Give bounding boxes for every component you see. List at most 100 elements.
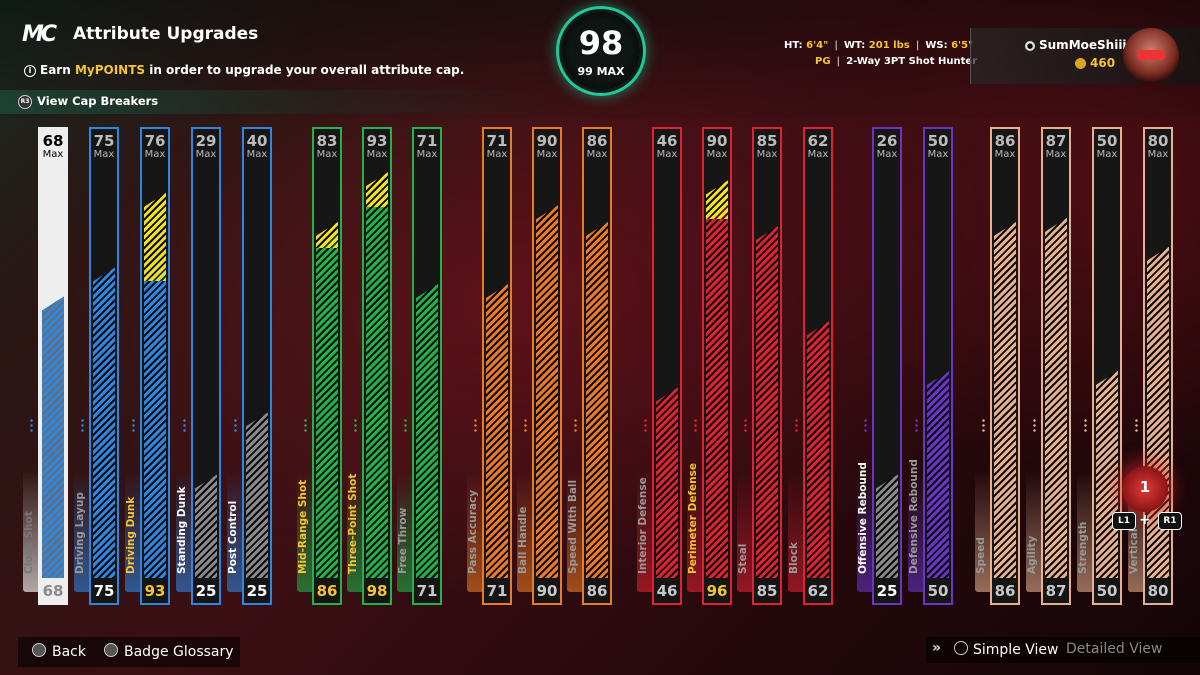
attribute-label-tab [1026,470,1041,592]
attribute-column[interactable]: 71 Max 71 [412,127,442,605]
attribute-max-label: Max [93,149,115,160]
attribute-column[interactable]: 93 Max 98 [362,127,392,605]
attribute-current-value: 93 [142,579,168,603]
attribute-label: Block [788,541,800,574]
attribute-label-tab [788,470,803,592]
attribute-column[interactable]: 83 Max 86 [312,127,342,605]
attribute-column[interactable]: 46 Max 46 [652,127,682,605]
attribute-max-value: 80 [1147,132,1169,150]
cap-breaker-badge-icon[interactable]: 1 [1122,466,1168,512]
attribute-dots [644,418,647,432]
attribute-current-value: 50 [925,579,951,603]
attribute-dots [795,418,798,432]
attribute-max-value: 86 [994,132,1016,150]
attribute-boost-bar [316,221,338,249]
attribute-fill-bar [144,267,166,578]
attribute-label-tab [1077,470,1092,592]
simple-view-button[interactable]: Simple View [954,641,1058,658]
attribute-boost-bar [144,192,166,282]
attribute-label: Defensive Rebound [908,459,920,574]
attribute-dots [744,418,747,432]
user-profile: ● SumMoeShiii 460 [970,28,1200,84]
attribute-column[interactable]: 75 Max 75 [89,127,119,605]
cap-breakers-bar[interactable]: R3 View Cap Breakers [0,90,560,114]
overall-rating: 98 99 MAX [562,12,640,90]
attribute-fill-bar [994,221,1016,578]
attribute-max-label: Max [756,149,778,160]
attribute-fill-bar [656,387,678,578]
attribute-column[interactable]: 50 Max 50 [1092,127,1122,605]
attribute-current-value: 62 [805,579,831,603]
attribute-column[interactable]: 50 Max 50 [923,127,953,605]
attribute-max-label: Max [144,149,166,160]
attribute-column[interactable]: 90 Max 96 [702,127,732,605]
r1-button-icon[interactable]: R1 [1158,512,1182,530]
attribute-column[interactable]: 85 Max 85 [752,127,782,605]
attribute-fill-bar [586,221,608,578]
attribute-label-tab [297,470,312,592]
attribute-column[interactable]: 40 Max 25 [242,127,272,605]
attribute-fill-bar [1045,217,1067,578]
attribute-label: Offensive Rebound [857,462,869,574]
attribute-label-tab [125,470,140,592]
attribute-column[interactable]: 76 Max 93 [140,127,170,605]
mycareer-logo: MC [22,22,57,47]
attribute-max-value: 50 [1096,132,1118,150]
attribute-max-value: 40 [246,132,268,150]
attribute-dots [304,418,307,432]
attribute-max-label: Max [416,149,438,160]
attribute-label-tab [74,470,89,592]
attribute-column[interactable]: 86 Max 86 [582,127,612,605]
attribute-max-value: 93 [366,132,388,150]
attribute-label: Close Shot [23,511,35,574]
attribute-dots [474,418,477,432]
attribute-column[interactable]: 86 Max 86 [990,127,1020,605]
back-button[interactable]: Back [32,643,86,660]
attribute-column[interactable]: 71 Max 71 [482,127,512,605]
attribute-dots [1084,418,1087,432]
attribute-label: Post Control [227,500,239,574]
attribute-current-value: 86 [314,579,340,603]
footer-actions: Back Badge Glossary [18,637,240,667]
attribute-column[interactable]: 26 Max 25 [872,127,902,605]
attribute-label-tab [23,470,38,592]
attribute-label-tab [857,470,872,592]
attribute-max-label: Max [486,149,508,160]
attribute-column[interactable]: 29 Max 25 [191,127,221,605]
attribute-max-value: 83 [316,132,338,150]
attribute-column[interactable]: 87 Max 87 [1041,127,1071,605]
username: ● SumMoeShiii [1025,38,1127,52]
page-subtitle: i Earn MyPOINTS in order to upgrade your … [24,63,464,77]
attribute-max-label: Max [316,149,338,160]
attribute-max-label: Max [927,149,949,160]
attribute-boost-bar [366,172,388,207]
attribute-label: Interior Defense [637,477,649,574]
attribute-dots [234,418,237,432]
attribute-fill-bar [93,267,115,578]
attribute-max-label: Max [994,149,1016,160]
badge-glossary-button[interactable]: Badge Glossary [104,643,234,660]
attribute-fill-bar [1096,370,1118,578]
attribute-max-label: Max [1096,149,1118,160]
attribute-max-value: 85 [756,132,778,150]
attribute-current-value: 71 [414,579,440,603]
attribute-max-value: 29 [195,132,217,150]
view-cap-breakers-button[interactable]: R3 View Cap Breakers [18,94,158,109]
attribute-max-label: Max [656,149,678,160]
attribute-fill-bar [927,370,949,578]
detailed-view-button[interactable]: Detailed View [1066,641,1163,657]
attribute-max-label: Max [807,149,829,160]
attribute-fill-bar [706,205,728,578]
attribute-column[interactable]: 80 Max 80 [1143,127,1173,605]
attribute-current-value: 50 [1094,579,1120,603]
circle-button-icon [32,643,46,657]
attribute-max-label: Max [366,149,388,160]
attribute-current-value: 75 [91,579,117,603]
overall-value: 98 [578,24,624,62]
attribute-column[interactable]: 90 Max 90 [532,127,562,605]
l1-button-icon[interactable]: L1 [1112,512,1136,530]
attribute-dots [81,418,84,432]
attribute-column[interactable]: 62 Max 62 [803,127,833,605]
attribute-column[interactable]: 68 Max 68 [38,127,68,605]
attribute-label: Speed [975,537,987,574]
